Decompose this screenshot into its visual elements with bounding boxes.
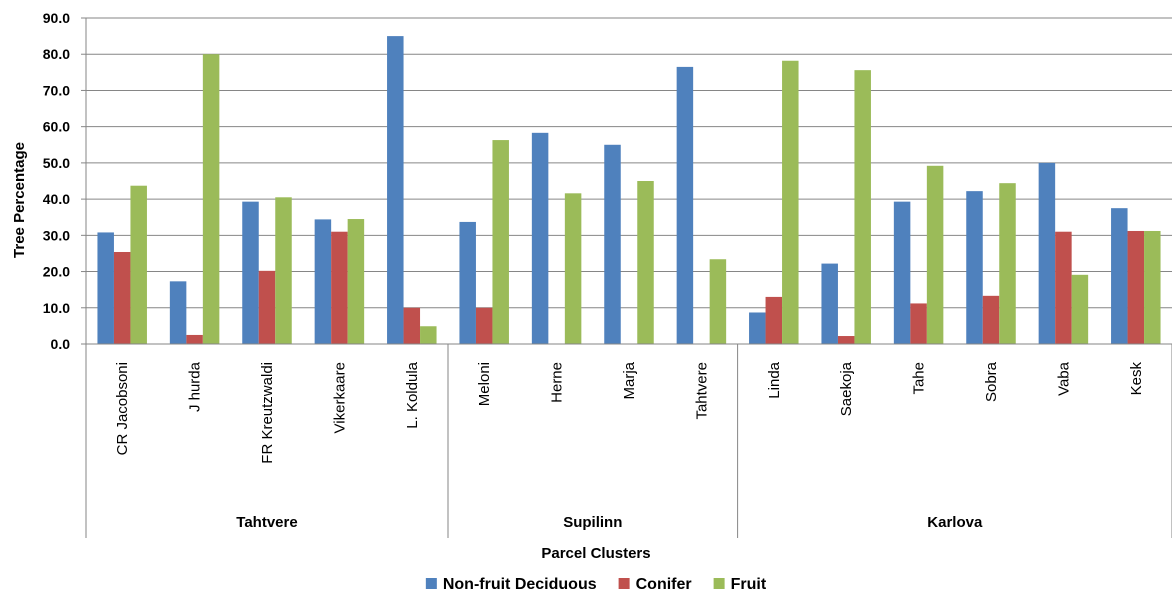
bar-non-fruit-deciduous [604,144,621,344]
bar-conifer [475,307,493,344]
bar-conifer [186,334,203,344]
bar-fruit [1144,230,1161,344]
y-tick-label: 80.0 [43,46,70,62]
bar-fruit [202,54,220,344]
bar-non-fruit-deciduous [169,281,187,344]
bar-conifer [1127,230,1145,344]
y-axis-ticks: 0.0 10.0 20.0 30.0 40.0 50.0 60.0 70.0 80.0 90.0 [43,10,70,352]
x-category-label: CR Jacobsoni [114,362,131,455]
y-tick-label: 40.0 [43,191,70,207]
y-tick-label: 30.0 [43,227,70,243]
bar-fruit [854,70,871,344]
bar-fruit [420,326,437,344]
bar-fruit [492,140,509,344]
bar-non-fruit-deciduous [531,132,549,344]
bar-non-fruit-deciduous [821,263,838,344]
bar-conifer [403,307,421,344]
bar-conifer [910,303,927,344]
legend-swatch [425,578,437,589]
bar-non-fruit-deciduous [387,36,404,344]
bar-conifer [1055,231,1072,344]
bar-conifer [837,336,855,344]
bar-non-fruit-deciduous [97,232,114,344]
y-tick-label: 10.0 [43,300,70,316]
x-axis-title: Parcel Clusters [541,545,650,562]
y-tick-label: 60.0 [43,119,70,135]
x-category-labels: CR Jacobsoni J hurda FR Kreutzwaldi Vikerka… [114,361,1145,463]
bar-non-fruit-deciduous [676,66,694,345]
y-tick-label: 0.0 [51,336,71,352]
x-group-label: Karlova [927,514,983,531]
bar-conifer [331,231,348,344]
x-category-label: Tahtvere [693,362,710,420]
legend-swatch [713,578,725,589]
x-category-label: Linda [766,361,783,398]
y-axis-title: Tree Percentage [11,142,28,258]
axes [81,17,1172,345]
bar-non-fruit-deciduous [242,201,259,344]
bar-fruit [999,183,1016,344]
bar-non-fruit-deciduous [749,312,766,344]
bar-non-fruit-deciduous [893,201,911,344]
bar-conifer [113,251,131,344]
bar-fruit [564,193,582,344]
x-group-label: Tahtvere [236,514,297,531]
x-category-label: Vaba [1055,361,1072,396]
x-category-label: J hurda [187,361,204,412]
bar-fruit [637,181,654,344]
bar-fruit [782,60,799,345]
bar-conifer [765,296,783,344]
bar-conifer [258,270,276,344]
legend-label: Non-fruit Deciduous [443,576,597,593]
legend-label: Conifer [636,576,692,593]
x-group-labels: Tahtvere Supilinn Karlova [85,344,1172,538]
bar-non-fruit-deciduous [1038,162,1056,344]
x-category-label: Sobra [983,361,1000,402]
bar-fruit [926,165,944,344]
y-tick-label: 20.0 [43,264,70,280]
x-group-label: Supilinn [563,514,622,531]
x-category-label: Saekoja [838,361,855,416]
bars [97,36,1161,345]
bar-non-fruit-deciduous [314,219,332,344]
bar-fruit [1071,274,1089,344]
bar-fruit [347,219,365,344]
legend-label: Fruit [731,576,767,593]
bar-fruit [709,259,727,344]
bar-non-fruit-deciduous [966,191,983,344]
x-category-label: Herne [549,362,566,403]
bar-conifer [982,295,1000,344]
y-tick-label: 70.0 [43,82,70,98]
x-category-label: Vikerkaare [331,362,348,433]
bar-fruit [275,197,292,344]
x-category-label: Tahe [911,362,928,395]
y-tick-label: 50.0 [43,155,70,171]
bar-fruit [130,185,147,344]
legend-swatch [618,578,630,589]
x-category-label: FR Kreutzwaldi [259,362,276,464]
x-category-label: L. Koldula [404,361,421,428]
legend: Non-fruit Deciduous Conifer Fruit [425,576,767,593]
y-tick-label: 90.0 [43,10,70,26]
x-category-label: Marja [621,361,638,399]
bar-non-fruit-deciduous [459,221,476,344]
bar-non-fruit-deciduous [1111,208,1128,344]
x-category-label: Meloni [476,362,493,406]
x-category-label: Kesk [1128,362,1145,396]
